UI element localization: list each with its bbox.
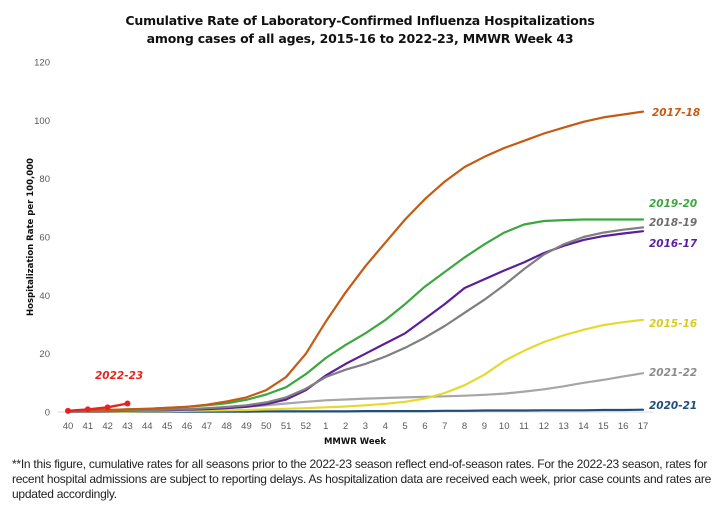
x-tick-label: 17 (638, 421, 649, 432)
x-tick-label: 12 (539, 421, 550, 432)
x-axis-title: MMWR Week (324, 437, 386, 447)
x-tick-label: 40 (63, 421, 74, 432)
y-tick-label: 100 (34, 116, 50, 127)
x-tick-label: 5 (402, 421, 407, 432)
series-line-2022-23 (66, 402, 129, 412)
y-tick-label: 20 (39, 349, 50, 360)
series-label-2019-20: 2019-20 (649, 198, 697, 210)
y-tick-label: 80 (39, 174, 50, 185)
x-tick-label: 51 (281, 421, 292, 432)
x-tick-label: 15 (598, 421, 609, 432)
series-label-2017-18: 2017-18 (652, 107, 700, 119)
x-tick-label: 10 (499, 421, 510, 432)
y-tick-label: 0 (45, 408, 50, 419)
x-tick-label: 45 (162, 421, 173, 432)
x-tick-label: 3 (363, 421, 368, 432)
data-point-2022-23 (124, 400, 131, 407)
series-label-2018-19: 2018-19 (649, 217, 697, 229)
series-label-2022-23: 2022-23 (95, 370, 143, 382)
x-tick-label: 49 (241, 421, 252, 432)
x-tick-label: 2 (343, 421, 348, 432)
y-tick-label: 60 (39, 233, 50, 244)
chart-subtitle: among cases of all ages, 2015-16 to 2022… (146, 31, 574, 46)
x-tick-label: 1 (323, 421, 328, 432)
x-tick-label: 44 (142, 421, 153, 432)
series-line-2017-18 (66, 110, 645, 413)
series-lines (65, 110, 645, 414)
x-tick-label: 8 (462, 421, 467, 432)
footnote: **In this figure, cumulative rates for a… (12, 457, 711, 501)
x-tick-label: 7 (442, 421, 447, 432)
x-tick-label: 16 (618, 421, 629, 432)
x-tick-label: 46 (182, 421, 193, 432)
series-label-2015-16: 2015-16 (649, 318, 697, 330)
x-tick-label: 4 (383, 421, 388, 432)
x-tick-label: 6 (422, 421, 427, 432)
data-point-2022-23 (104, 404, 111, 411)
x-tick-label: 14 (578, 421, 589, 432)
data-point-2022-23 (65, 407, 71, 414)
x-tick-label: 11 (519, 421, 529, 432)
series-labels: 2020-21 2021-22 2015-16 2016-17 2018-19 2019-… (95, 107, 700, 412)
x-tick-label: 52 (301, 421, 312, 432)
y-tick-label: 40 (39, 291, 50, 302)
x-tick-label: 50 (261, 421, 272, 432)
series-line-2016-17 (66, 230, 645, 413)
x-tick-label: 43 (122, 421, 133, 432)
chart-title: Cumulative Rate of Laboratory-Confirmed … (125, 13, 595, 28)
x-tick-label: 47 (202, 421, 213, 432)
x-tick-label: 41 (83, 421, 94, 432)
series-label-2021-22: 2021-22 (649, 367, 697, 379)
x-tick-label: 9 (482, 421, 487, 432)
series-line-2018-19 (66, 226, 645, 413)
series-label-2016-17: 2016-17 (649, 238, 698, 250)
x-tick-label: 42 (102, 421, 113, 432)
x-tick-label: 48 (221, 421, 232, 432)
y-axis-title: Hospitalization Rate per 100,000 (26, 158, 36, 316)
series-label-2020-21: 2020-21 (649, 400, 697, 412)
data-point-2022-23 (84, 406, 91, 413)
x-tick-label: 13 (558, 421, 569, 432)
y-tick-label: 120 (34, 58, 50, 69)
